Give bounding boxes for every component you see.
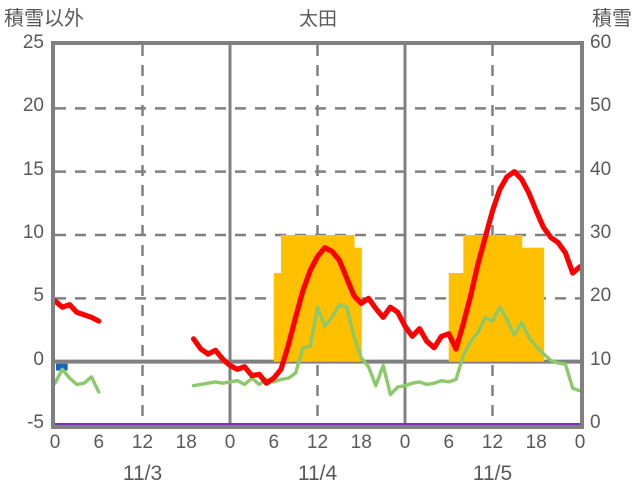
x-tick-9: 6 — [443, 432, 455, 453]
orange-bar-66 — [536, 247, 545, 362]
left-tick-5: 5 — [33, 285, 44, 307]
left-tick-20: 20 — [22, 95, 44, 117]
x-tick-12: 0 — [574, 432, 586, 453]
plot-inner — [55, 45, 580, 425]
red-line-seg-1 — [190, 169, 580, 386]
green-line-seg-0 — [55, 367, 101, 394]
x-tick-3: 18 — [175, 432, 197, 453]
x-tick-7: 18 — [350, 432, 372, 453]
orange-bar-35 — [310, 235, 319, 362]
orange-bar-30 — [273, 273, 282, 362]
x-tick-2: 12 — [131, 432, 154, 453]
orange-bar-40 — [346, 235, 355, 362]
x-tick-4: 0 — [224, 432, 236, 453]
left-tick-25: 25 — [22, 32, 44, 53]
orange-bar-38 — [332, 235, 340, 362]
plot-area — [51, 41, 584, 429]
x-tick-11: 18 — [525, 432, 547, 453]
orange-bar-59 — [485, 235, 494, 362]
right-tick-50: 50 — [590, 95, 612, 117]
right-tick-40: 40 — [590, 158, 612, 180]
orange-bar-60 — [492, 235, 501, 362]
orange-bar-37 — [324, 235, 333, 362]
x-tick-0: 0 — [49, 432, 61, 453]
orange-bar-62 — [507, 235, 515, 362]
x-tick-1: 6 — [93, 432, 105, 453]
blue-precipitation-marker — [56, 363, 68, 371]
chart-title: 太田 — [298, 9, 337, 30]
orange-bar-65 — [528, 247, 537, 362]
right-axis-title: 積雪 — [592, 8, 632, 30]
right-tick-0: 0 — [590, 412, 601, 433]
left-axis-title: 積雪以外 — [4, 8, 84, 30]
right-tick-20: 20 — [590, 285, 612, 307]
orange-bar-61 — [499, 235, 508, 362]
left-tick--5: -5 — [27, 412, 44, 433]
left-tick-0: 0 — [33, 348, 44, 370]
orange-bar-63 — [514, 235, 523, 362]
x-tick-8: 0 — [399, 432, 411, 453]
left-tick-10: 10 — [22, 222, 44, 243]
orange-bar-32 — [288, 235, 297, 362]
orange-bar-41 — [353, 247, 362, 362]
orange-bar-64 — [521, 247, 530, 362]
x-tick-10: 12 — [481, 432, 504, 453]
right-tick-10: 10 — [590, 348, 612, 370]
day-label-11-5: 11/5 — [472, 462, 513, 485]
orange-bar-39 — [339, 235, 348, 362]
orange-bar-36 — [317, 235, 326, 362]
orange-bar-57 — [470, 235, 479, 362]
green-line-seg-1 — [191, 302, 580, 397]
orange-bar-34 — [302, 235, 311, 362]
red-line-group — [55, 169, 580, 386]
orange-bar-54 — [448, 273, 457, 362]
right-tick-30: 30 — [590, 222, 612, 243]
day-label-11-4: 11/4 — [297, 462, 338, 485]
right-tick-60: 60 — [590, 32, 612, 53]
orange-bar-31 — [281, 235, 289, 362]
orange-bar-58 — [477, 235, 486, 362]
chart-canvas — [55, 45, 580, 425]
red-line-seg-0 — [55, 298, 102, 324]
x-tick-6: 12 — [306, 432, 329, 453]
x-tick-5: 6 — [268, 432, 280, 453]
left-tick-15: 15 — [22, 158, 44, 180]
green-line-group — [55, 302, 580, 397]
day-label-11-3: 11/3 — [122, 462, 163, 485]
orange-bar-55 — [456, 273, 464, 362]
orange-bars-group — [273, 235, 545, 362]
